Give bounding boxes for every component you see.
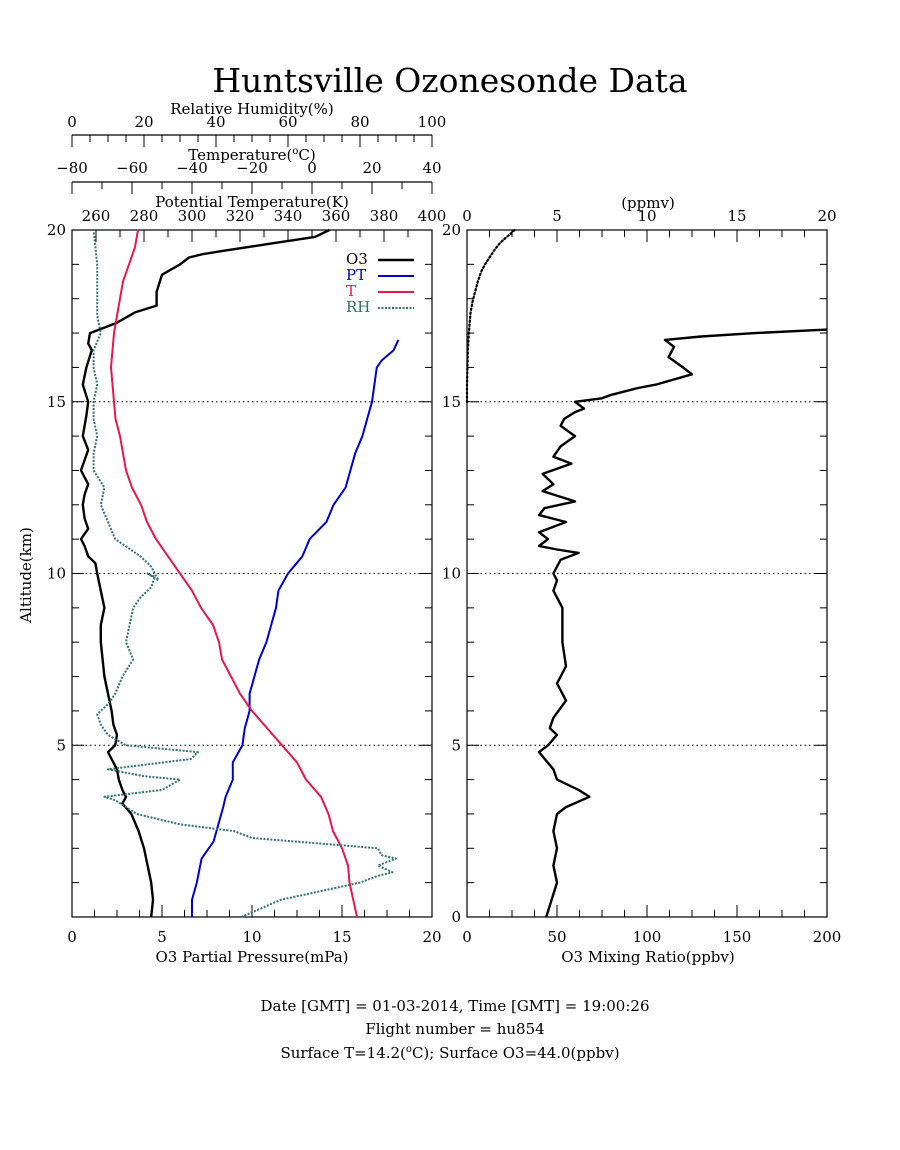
ppmv-tick-label: 0 (462, 207, 472, 225)
left-ytick-label: 5 (56, 736, 66, 754)
ppmv-tick-label: 10 (637, 207, 656, 225)
right-grid (467, 401, 827, 746)
right-ytick-label: 10 (442, 565, 461, 583)
legend-label-o3: O3 (346, 250, 368, 268)
footer-surface-values: Surface T=14.2(oC); Surface O3=44.0(ppbv… (280, 1044, 619, 1062)
altitude-axis-label: Altitude(km) (17, 527, 35, 624)
series-t-line (110, 229, 358, 918)
series-o3-line (79, 228, 330, 918)
chart-title: Huntsville Ozonesonde Data (212, 61, 687, 100)
temperature-tick-label: −60 (116, 159, 148, 177)
footer-flight-number: Flight number = hu854 (365, 1020, 544, 1038)
left-ytick-label: 15 (47, 393, 66, 411)
temperature-tick-label: 40 (422, 159, 441, 177)
ppmv-tick-label: 5 (552, 207, 562, 225)
legend-label-t: T (346, 282, 356, 300)
ppbv-tick-label: 50 (547, 928, 566, 946)
left-ytick-label: 20 (47, 221, 66, 239)
left-grid (72, 401, 432, 746)
series-rh-line (92, 229, 397, 918)
temperature-tick-label: −80 (56, 159, 88, 177)
legend-label-rh: RH (346, 298, 370, 316)
rh-axis-label: Relative Humidity(%) (170, 100, 333, 118)
ppbv-tick-label: 0 (462, 928, 472, 946)
o3pp-tick-label: 10 (242, 928, 261, 946)
o3pp-tick-label: 0 (67, 928, 77, 946)
rh-tick-label: 0 (67, 113, 77, 131)
temperature-tick-label: −20 (236, 159, 268, 177)
pt-tick-label: 340 (274, 207, 303, 225)
pt-axis-label: Potential Temperature(K) (155, 193, 349, 211)
o3pp-tick-label: 15 (332, 928, 351, 946)
pt-tick-label: 360 (322, 207, 351, 225)
ppbv-tick-label: 200 (813, 928, 842, 946)
temperature-tick-label: −40 (176, 159, 208, 177)
rh-tick-label: 100 (418, 113, 447, 131)
ppbv-tick-label: 150 (723, 928, 752, 946)
o3-pp-axis-label: O3 Partial Pressure(mPa) (155, 948, 348, 966)
temperature-tick-label: 0 (307, 159, 317, 177)
rh-tick-label: 80 (350, 113, 369, 131)
pt-tick-label: 280 (130, 207, 159, 225)
mixing-ratio-ppmv-line (465, 228, 516, 403)
right-ytick-label: 20 (442, 221, 461, 239)
ppmv-tick-label: 20 (817, 207, 836, 225)
pt-tick-label: 320 (226, 207, 255, 225)
pt-tick-label: 300 (178, 207, 207, 225)
o3pp-tick-label: 20 (422, 928, 441, 946)
left-series (79, 228, 400, 918)
pt-tick-label: 400 (418, 207, 447, 225)
legend-label-pt: PT (346, 266, 366, 284)
footer-date-time: Date [GMT] = 01-03-2014, Time [GMT] = 19… (260, 997, 649, 1015)
pt-tick-label: 380 (370, 207, 399, 225)
mixing-ratio-ppbv-line (537, 328, 828, 918)
temperature-tick-label: 20 (362, 159, 381, 177)
right-ytick-label: 15 (442, 393, 461, 411)
right-series (465, 228, 828, 918)
right-ytick-label: 5 (451, 736, 461, 754)
o3pp-tick-label: 5 (157, 928, 167, 946)
rh-tick-label: 40 (206, 113, 225, 131)
temperature-axis-label: Temperature(oC) (188, 146, 316, 164)
series-pt-line (191, 339, 400, 917)
right-ytick-label: 0 (451, 908, 461, 926)
ppmv-axis-label: (ppmv) (621, 194, 675, 212)
left-ytick-label: 10 (47, 565, 66, 583)
pt-tick-label: 260 (82, 207, 111, 225)
rh-tick-label: 60 (278, 113, 297, 131)
ppbv-tick-label: 100 (633, 928, 662, 946)
ppmv-tick-label: 15 (727, 207, 746, 225)
mixing-ratio-axis-label: O3 Mixing Ratio(ppbv) (561, 948, 734, 966)
rh-tick-label: 20 (134, 113, 153, 131)
